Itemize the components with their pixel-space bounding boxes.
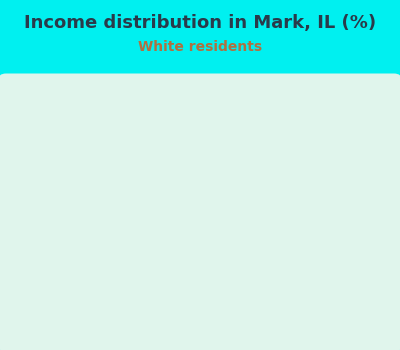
Wedge shape bbox=[108, 134, 200, 223]
Text: $100k: $100k bbox=[294, 159, 358, 173]
Wedge shape bbox=[200, 110, 254, 203]
Text: City-Data.com: City-Data.com bbox=[257, 89, 326, 99]
Wedge shape bbox=[110, 203, 200, 257]
Text: $60k: $60k bbox=[68, 124, 120, 145]
Wedge shape bbox=[200, 142, 280, 203]
Text: > $200k: > $200k bbox=[218, 74, 273, 106]
Text: $75k: $75k bbox=[45, 178, 102, 188]
Wedge shape bbox=[200, 156, 292, 223]
Text: $150k: $150k bbox=[77, 105, 133, 131]
Text: $50k: $50k bbox=[61, 253, 114, 272]
Text: Income distribution in Mark, IL (%): Income distribution in Mark, IL (%) bbox=[24, 14, 376, 32]
Wedge shape bbox=[200, 203, 290, 272]
Wedge shape bbox=[200, 128, 270, 203]
Text: White residents: White residents bbox=[138, 40, 262, 54]
Text: $20k: $20k bbox=[290, 243, 345, 260]
Text: $200k: $200k bbox=[114, 294, 161, 324]
Wedge shape bbox=[200, 203, 261, 295]
Text: $30k: $30k bbox=[185, 302, 215, 334]
Wedge shape bbox=[169, 110, 200, 203]
Wedge shape bbox=[194, 203, 206, 296]
Text: $125k: $125k bbox=[248, 289, 299, 318]
Wedge shape bbox=[139, 116, 200, 203]
Wedge shape bbox=[125, 203, 200, 295]
Text: $10k: $10k bbox=[251, 90, 294, 118]
Text: $40k: $40k bbox=[130, 78, 168, 109]
